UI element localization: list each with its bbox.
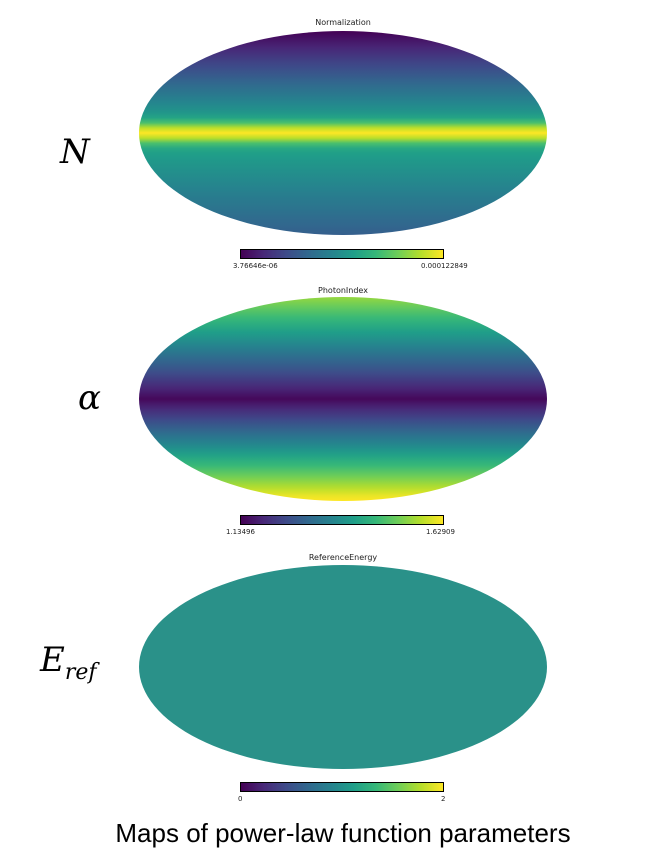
photon-index-param-label: α — [78, 378, 101, 418]
normalization-cbar-min: 3.76646e-06 — [233, 262, 278, 270]
reference-energy-map-title: ReferenceEnergy — [308, 553, 378, 562]
reference-energy-cbar-min: 0 — [238, 795, 243, 803]
normalization-mollweide-ellipse — [139, 31, 547, 235]
figure-caption: Maps of power-law function parameters — [115, 818, 571, 848]
reference-energy-mollweide-ellipse — [139, 565, 547, 769]
reference-energy-cbar-max: 2 — [441, 795, 446, 803]
photon-index-map-title: PhotonIndex — [318, 286, 368, 295]
normalization-colorbar — [240, 249, 444, 259]
photon-index-cbar-min: 1.13496 — [226, 528, 255, 536]
photon-index-cbar-max: 1.62909 — [426, 528, 455, 536]
normalization-param-label: N — [60, 132, 90, 172]
reference-energy-param-label: Eref — [40, 640, 97, 685]
normalization-cbar-max: 0.000122849 — [421, 262, 468, 270]
photon-index-colorbar — [240, 515, 444, 525]
photon-index-mollweide-ellipse — [139, 297, 547, 501]
reference-energy-colorbar — [240, 782, 444, 792]
normalization-map-title: Normalization — [315, 18, 371, 27]
